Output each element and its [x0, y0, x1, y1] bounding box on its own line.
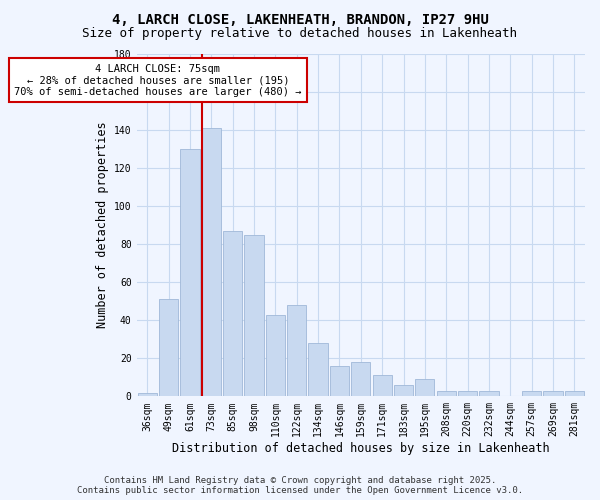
Bar: [287, 305, 307, 396]
Text: Size of property relative to detached houses in Lakenheath: Size of property relative to detached ho…: [83, 28, 517, 40]
Y-axis label: Number of detached properties: Number of detached properties: [95, 122, 109, 328]
Bar: [394, 385, 413, 396]
Bar: [415, 379, 434, 396]
Text: 4, LARCH CLOSE, LAKENHEATH, BRANDON, IP27 9HU: 4, LARCH CLOSE, LAKENHEATH, BRANDON, IP2…: [112, 12, 488, 26]
Bar: [458, 390, 477, 396]
Bar: [202, 128, 221, 396]
Bar: [565, 390, 584, 396]
Bar: [522, 390, 541, 396]
Bar: [266, 314, 285, 396]
Bar: [137, 392, 157, 396]
Bar: [244, 234, 263, 396]
Bar: [223, 231, 242, 396]
Text: 4 LARCH CLOSE: 75sqm
← 28% of detached houses are smaller (195)
70% of semi-deta: 4 LARCH CLOSE: 75sqm ← 28% of detached h…: [14, 64, 302, 96]
Bar: [373, 376, 392, 396]
Bar: [544, 390, 563, 396]
Text: Contains HM Land Registry data © Crown copyright and database right 2025.
Contai: Contains HM Land Registry data © Crown c…: [77, 476, 523, 495]
Bar: [181, 149, 200, 396]
Bar: [479, 390, 499, 396]
Bar: [308, 343, 328, 396]
Bar: [330, 366, 349, 396]
Bar: [437, 390, 456, 396]
Bar: [351, 362, 370, 396]
Bar: [159, 300, 178, 396]
X-axis label: Distribution of detached houses by size in Lakenheath: Distribution of detached houses by size …: [172, 442, 550, 455]
